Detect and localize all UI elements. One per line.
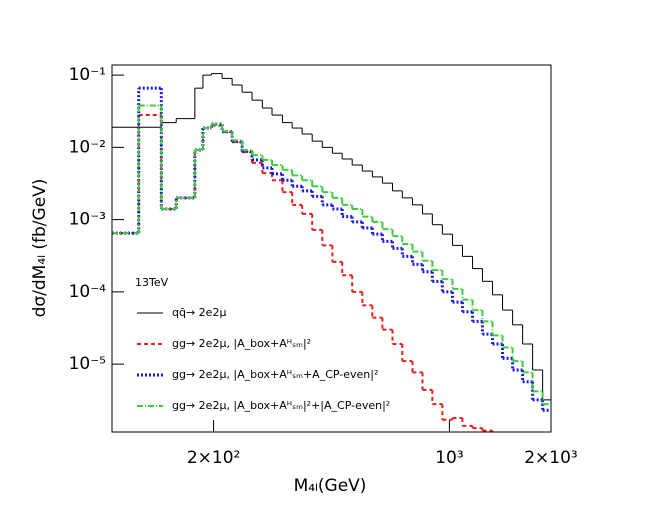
y-tick-label: 10⁻¹ — [69, 65, 106, 85]
y-tick-label: 10⁻² — [69, 137, 106, 157]
x-axis-label: M₄ₗ(GeV) — [294, 476, 367, 496]
y-tick-label: 10⁻⁵ — [69, 354, 106, 374]
x-tick-label: 2×10² — [187, 448, 241, 468]
legend-label: qq̄→ 2e2μ — [172, 306, 226, 319]
x-tick-label: 10³ — [435, 448, 463, 468]
legend-label: gg→ 2e2μ, |A_box+Aᴴₛₘ|²+|A_CP-even|² — [172, 399, 390, 412]
hist-risers — [160, 73, 544, 400]
annotation: 13TeV — [135, 276, 169, 289]
y-tick-label: 10⁻³ — [69, 210, 106, 230]
hist-risers — [137, 105, 544, 405]
y-axis-label: dσ/dM₄ₗ (fb/GeV) — [30, 179, 50, 318]
hist-risers — [137, 88, 545, 411]
plot-area — [112, 73, 551, 432]
legend-label: gg→ 2e2μ, |A_box+Aᴴₛₘ|² — [172, 337, 311, 350]
legend-label: gg→ 2e2μ, |A_box+Aᴴₛₘ+A_CP-even|² — [172, 368, 378, 381]
x-tick-label: 2×10³ — [524, 448, 578, 468]
frame — [111, 64, 552, 433]
y-tick-label: 10⁻⁴ — [69, 282, 107, 302]
